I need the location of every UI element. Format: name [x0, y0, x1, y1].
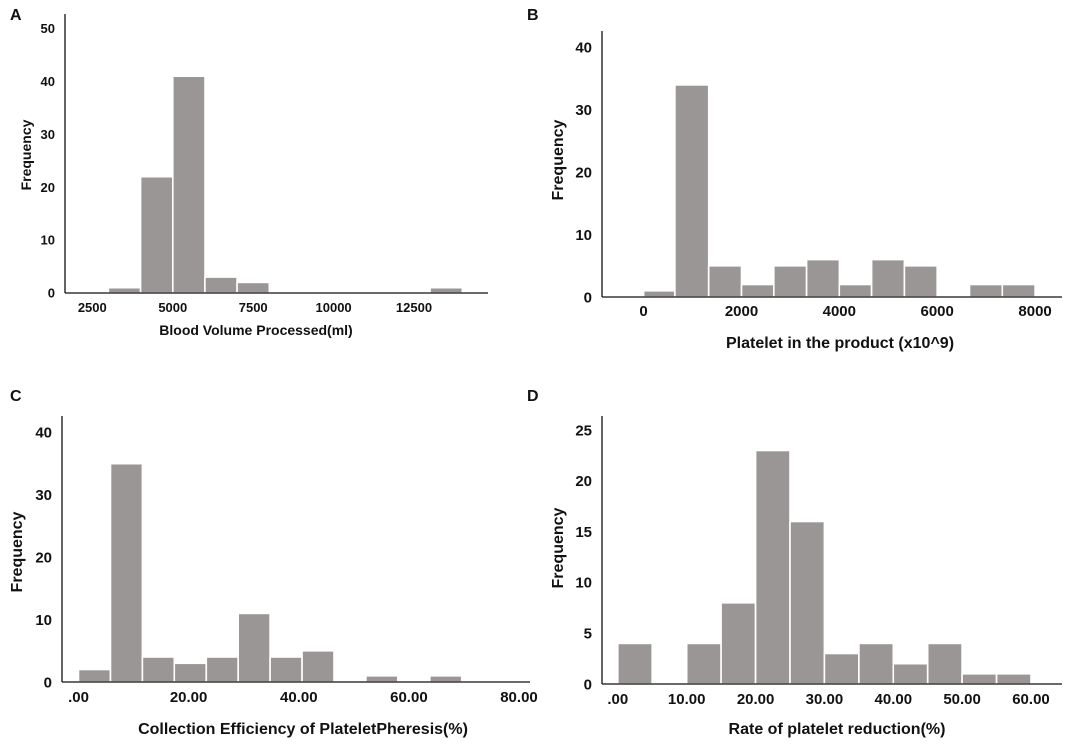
panel-c-xtick-label-2: 40.00 — [280, 689, 318, 706]
panel-b-xtick-label-1: 2000 — [725, 303, 758, 320]
panel-d-bar-0 — [616, 642, 653, 685]
panel-d-bar-6 — [823, 652, 860, 685]
panel-a-ytick-label-2: 20 — [41, 180, 55, 195]
panel-b-bar-0 — [642, 289, 676, 298]
panel-d-xtick-label-4: 40.00 — [875, 691, 913, 708]
panel-a-ylabel: Frequency — [18, 119, 34, 190]
panel-b-ytick-label-1: 10 — [575, 227, 592, 244]
panel-b-xtick-label-4: 8000 — [1018, 303, 1051, 320]
panel-c-bar-0 — [77, 668, 112, 683]
panel-b-bar-10 — [1001, 283, 1036, 298]
panel-d-ytick-label-2: 10 — [575, 575, 592, 592]
panel-d-bar-8 — [892, 662, 929, 685]
panel-d-xlabel: Rate of platelet reduction(%) — [729, 721, 946, 738]
panel-a-bar-3 — [204, 276, 238, 294]
panel-c-bar-2 — [141, 656, 176, 683]
panel-c-ytick-label-4: 40 — [35, 425, 52, 442]
panel-c-bar-1 — [109, 462, 144, 683]
panel-d-ytick-label-5: 25 — [575, 422, 592, 439]
panel-c-bar-4 — [205, 656, 240, 683]
panel-b-ytick-label-0: 0 — [584, 289, 592, 306]
panel-a-xtick-label-0: 2500 — [78, 300, 107, 315]
panel-a-letter: A — [10, 7, 22, 24]
panel-a-ytick-label-0: 0 — [48, 286, 55, 301]
panel-b: B 0 10 20 30 40 0 2000 4000 6000 8000 Platelet i… — [527, 7, 1062, 352]
panel-b-bar-8 — [903, 264, 939, 298]
panel-b-ytick-label-3: 30 — [575, 102, 592, 119]
panel-c-ytick-label-3: 30 — [35, 487, 52, 504]
panel-a-ytick-label-5: 50 — [41, 21, 55, 36]
panel-b-ytick-label-2: 20 — [575, 165, 592, 182]
panel-b-bar-2 — [707, 264, 743, 298]
panel-d-letter: D — [527, 388, 539, 405]
panel-d-bar-11 — [995, 672, 1032, 685]
panel-a-ytick-label-4: 40 — [41, 74, 55, 89]
panel-d-bar-5 — [789, 520, 826, 685]
panel-c-xtick-label-0: .00 — [68, 689, 89, 706]
panel-b-bar-6 — [838, 283, 873, 298]
panel-a-xlabel: Blood Volume Processed(ml) — [159, 322, 352, 338]
panel-b-bar-5 — [805, 258, 841, 298]
panel-a-xtick-label-2: 7500 — [239, 300, 268, 315]
panel-d-bar-4 — [754, 449, 791, 685]
panel-c-bar-6 — [269, 656, 303, 683]
panel-d: D 0 5 10 15 20 25 .00 10.00 20.00 30.00 40.00 50.0… — [527, 388, 1062, 738]
panel-b-xlabel: Platelet in the product (x10^9) — [726, 335, 954, 352]
panel-a-bar-4 — [236, 281, 271, 294]
panel-b-bar-1 — [674, 84, 710, 298]
panel-c-xtick-label-4: 80.00 — [500, 689, 538, 706]
panel-c-letter: C — [10, 388, 22, 405]
panel-d-bar-10 — [961, 672, 998, 685]
panel-c-bar-7 — [301, 649, 335, 683]
panel-d-ylabel: Frequency — [550, 507, 567, 588]
panel-c-xlabel: Collection Efficiency of PlateletPheresi… — [138, 721, 468, 738]
panel-c-bar-3 — [173, 662, 208, 683]
panel-c-bar-9 — [428, 674, 463, 683]
panel-b-ytick-label-4: 40 — [575, 40, 592, 57]
panel-d-xtick-label-1: 10.00 — [668, 691, 706, 708]
panel-c-xtick-label-3: 60.00 — [390, 689, 428, 706]
panel-a-xtick-label-4: 12500 — [396, 300, 432, 315]
panel-c-bar-5 — [237, 612, 271, 683]
panel-c: C 0 10 20 30 40 .00 20.00 40.00 60.00 80.00 Coll… — [9, 388, 538, 738]
panel-c-xtick-label-1: 20.00 — [170, 689, 208, 706]
panel-d-ytick-label-1: 5 — [584, 626, 592, 643]
panel-a-xtick-label-3: 10000 — [316, 300, 352, 315]
panel-c-ytick-label-1: 10 — [35, 612, 52, 629]
panel-d-bar-7 — [858, 642, 895, 685]
panel-d-xtick-label-0: .00 — [607, 691, 628, 708]
panel-d-ytick-label-0: 0 — [584, 676, 592, 693]
panel-a-ytick-label-1: 10 — [41, 233, 55, 248]
panel-c-ytick-label-0: 0 — [44, 674, 52, 691]
panel-b-bar-4 — [772, 264, 808, 298]
panel-b-xtick-label-2: 4000 — [823, 303, 856, 320]
panel-c-bar-8 — [365, 674, 399, 683]
panel-b-xtick-label-3: 6000 — [921, 303, 954, 320]
panel-d-xtick-label-3: 30.00 — [806, 691, 844, 708]
panel-b-bar-9 — [968, 283, 1004, 298]
panel-a-bar-1 — [139, 175, 174, 294]
panel-a-bar-5 — [429, 286, 464, 294]
panel-a-bar-2 — [172, 75, 206, 294]
panel-d-xtick-label-6: 60.00 — [1012, 691, 1050, 708]
panel-b-xtick-label-0: 0 — [639, 303, 647, 320]
panel-c-ytick-label-2: 20 — [35, 550, 52, 567]
panel-d-ytick-label-4: 20 — [575, 473, 592, 490]
panel-c-ylabel: Frequency — [9, 511, 26, 592]
panel-d-xtick-label-5: 50.00 — [943, 691, 981, 708]
panel-d-xtick-label-2: 20.00 — [737, 691, 775, 708]
panel-d-bar-9 — [926, 642, 963, 685]
panel-d-bar-2 — [685, 642, 722, 685]
panel-a-bar-0 — [107, 286, 142, 294]
panel-a-xtick-label-1: 5000 — [158, 300, 187, 315]
panel-d-bar-3 — [720, 601, 757, 685]
panel-d-ytick-label-3: 15 — [575, 524, 592, 541]
panel-b-bar-3 — [740, 283, 775, 298]
panel-b-letter: B — [527, 7, 539, 24]
panel-a: A 0 10 20 30 40 50 2500 5000 7500 10000 12500 Blo… — [10, 7, 488, 338]
panel-b-bar-7 — [870, 258, 906, 298]
panel-b-ylabel: Frequency — [550, 119, 567, 200]
panel-a-ytick-label-3: 30 — [41, 127, 55, 142]
